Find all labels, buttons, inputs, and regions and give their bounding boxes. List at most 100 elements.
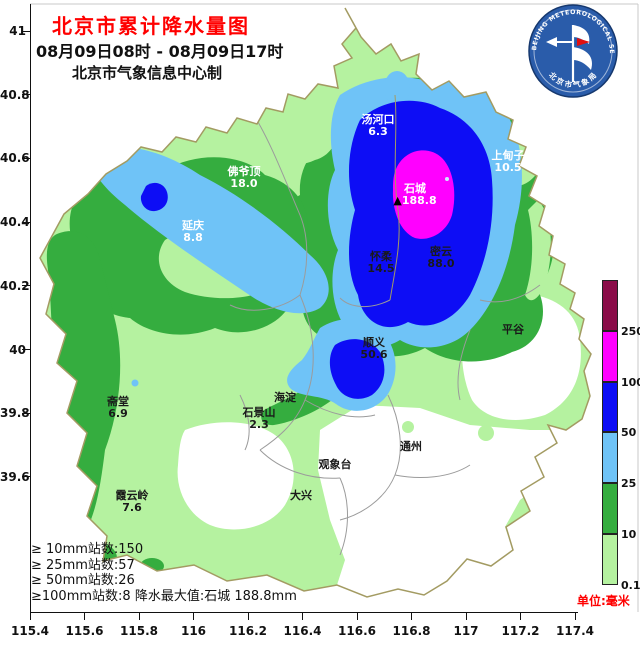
station-value: 14.5 xyxy=(367,262,395,275)
station-marker-icon: ▲ xyxy=(393,194,402,207)
x-tickmark xyxy=(29,612,31,620)
precip-layer-below-0.1 xyxy=(177,292,581,597)
station-name: 怀柔 xyxy=(369,250,392,263)
station-label: 海淀 xyxy=(274,392,296,404)
y-tickmark xyxy=(22,157,30,159)
station-dot xyxy=(445,177,449,181)
x-tick-label: 116.6 xyxy=(338,624,376,638)
station-label: 观象台 xyxy=(319,459,352,471)
x-tick-label: 116.8 xyxy=(392,624,431,638)
y-tick-label: 40.2 xyxy=(0,278,30,293)
x-tick-label: 116 xyxy=(180,624,207,638)
station-value: 6.3 xyxy=(368,125,388,138)
legend-tick-label: 50 xyxy=(621,426,637,440)
legend-tick-label: 0.1 xyxy=(621,578,640,592)
time-range: 08月09日08时 - 08月09日17时 xyxy=(36,42,284,61)
station-name: 佛爷顶 xyxy=(227,165,261,178)
x-tick-label: 115.8 xyxy=(120,624,158,638)
legend-color-segment xyxy=(602,280,618,331)
x-tickmark xyxy=(356,612,358,620)
x-tickmark xyxy=(84,612,85,620)
y-tickmark xyxy=(22,94,30,96)
x-tickmark xyxy=(411,612,412,620)
station-label: 平谷 xyxy=(502,324,524,336)
producer-credit: 北京市气象信息中心制 xyxy=(72,64,223,82)
legend-color-segment xyxy=(602,483,618,535)
station-label: 大兴 xyxy=(290,490,312,502)
station-name: 顺义 xyxy=(362,336,385,349)
station-label: 霞云岭 7.6 xyxy=(116,490,149,514)
x-tickmark xyxy=(302,612,303,620)
y-tick-label: 39.6 xyxy=(0,469,30,484)
station-value: 18.0 xyxy=(230,177,258,190)
stats-line: ≥100mm站数:8 降水最大值:石城 188.8mm xyxy=(31,588,297,604)
station-value: 8.8 xyxy=(183,231,203,244)
y-tickmark xyxy=(22,412,30,414)
stats-line: ≥ 25mm站数:57 xyxy=(31,557,135,573)
district-boundaries xyxy=(229,94,541,556)
station-label: 石城 ▲188.8 xyxy=(393,183,436,207)
map-title: 北京市累计降水量图 xyxy=(52,14,250,38)
legend-unit: 单位:毫米 xyxy=(577,594,630,608)
station-label: 斋堂 6.9 xyxy=(107,396,129,420)
station-value: 6.9 xyxy=(108,407,128,420)
x-tickmark xyxy=(574,612,576,620)
beijing-meteorological-service-logo: BEIJING METEOROLOGICAL SERVICE 北京市气象局 xyxy=(524,0,620,99)
legend-tick-label: 10 xyxy=(621,528,637,542)
station-name: 平谷 xyxy=(502,323,524,336)
station-name: 霞云岭 xyxy=(115,489,149,502)
y-tickmark xyxy=(22,476,30,478)
legend-tick-label: 25 xyxy=(621,477,637,491)
beijing-outline-stroke xyxy=(39,7,592,598)
x-tick-label: 115.4 xyxy=(11,624,49,638)
stats-line: ≥ 10mm站数:150 xyxy=(31,542,144,557)
station-name: 汤河口 xyxy=(361,113,395,126)
station-label: 汤河口 6.3 xyxy=(362,114,395,138)
station-label: 延庆 8.8 xyxy=(182,220,204,244)
legend-color-segment xyxy=(602,330,618,382)
x-tick-label: 117.4 xyxy=(556,624,594,638)
legend-color-segment xyxy=(602,381,618,433)
x-tick-label: 117.2 xyxy=(501,624,540,638)
stats-line: ≥ 50mm站数:26 xyxy=(31,573,135,588)
x-tickmark xyxy=(520,612,521,620)
station-label: 顺义 50.6 xyxy=(360,337,387,361)
station-name: 观象台 xyxy=(318,458,352,471)
legend-color-segment xyxy=(602,432,618,484)
y-tick-label: 40 xyxy=(9,342,26,357)
station-value: 10.5 xyxy=(494,161,522,174)
x-tickmark xyxy=(247,612,249,620)
station-name: 海淀 xyxy=(274,391,296,404)
station-value: 88.0 xyxy=(427,257,455,270)
y-tick-label: 40.6 xyxy=(0,151,30,166)
x-tick-label: 117 xyxy=(453,624,479,638)
x-tick-label: 116.4 xyxy=(283,624,322,638)
station-label: 密云 88.0 xyxy=(427,246,454,270)
y-tickmark xyxy=(22,221,30,223)
station-label: 佛爷顶 18.0 xyxy=(228,166,261,190)
station-statistics: ≥ 10mm站数:150 ≥ 25mm站数:57 ≥ 50mm站数:26 ≥100mm… xyxy=(31,542,297,604)
station-name: 延庆 xyxy=(182,219,204,232)
station-value: 50.6 xyxy=(360,348,388,361)
y-tick-label: 40.4 xyxy=(0,215,30,230)
station-label: 怀柔 14.5 xyxy=(367,251,394,275)
x-tick-label: 115.6 xyxy=(65,624,104,638)
x-tickmark xyxy=(193,612,194,620)
station-name: 通州 xyxy=(400,440,422,453)
x-tickmark xyxy=(138,612,140,620)
station-label: 石景山 2.3 xyxy=(243,407,276,431)
station-value: 7.6 xyxy=(122,501,142,514)
station-value: 2.3 xyxy=(249,418,269,431)
station-value: ▲188.8 xyxy=(393,194,437,207)
station-label: 上甸子 10.5 xyxy=(492,150,525,174)
station-name: 上甸子 xyxy=(491,149,525,162)
y-tick-label: 41 xyxy=(9,24,26,38)
station-name: 密云 xyxy=(429,245,452,258)
legend-color-segment xyxy=(602,534,618,585)
station-name: 斋堂 xyxy=(107,395,129,408)
station-label: 通州 xyxy=(400,441,422,453)
station-name: 大兴 xyxy=(290,489,312,502)
station-name: 石城 xyxy=(403,182,426,195)
